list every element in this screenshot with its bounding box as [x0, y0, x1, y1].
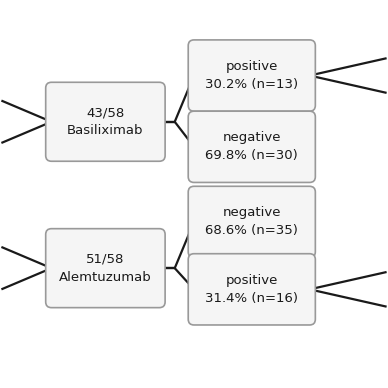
Text: 51/58
Alemtuzumab: 51/58 Alemtuzumab [59, 253, 152, 284]
Text: negative
69.8% (n=30): negative 69.8% (n=30) [205, 131, 298, 162]
Text: 43/58
Basiliximab: 43/58 Basiliximab [67, 106, 144, 137]
FancyBboxPatch shape [188, 186, 315, 258]
FancyBboxPatch shape [188, 40, 315, 111]
FancyBboxPatch shape [46, 82, 165, 161]
Text: negative
68.6% (n=35): negative 68.6% (n=35) [205, 206, 298, 237]
FancyBboxPatch shape [188, 111, 315, 182]
FancyBboxPatch shape [188, 254, 315, 325]
Text: positive
30.2% (n=13): positive 30.2% (n=13) [205, 60, 298, 91]
FancyBboxPatch shape [46, 229, 165, 308]
Text: positive
31.4% (n=16): positive 31.4% (n=16) [205, 274, 298, 305]
